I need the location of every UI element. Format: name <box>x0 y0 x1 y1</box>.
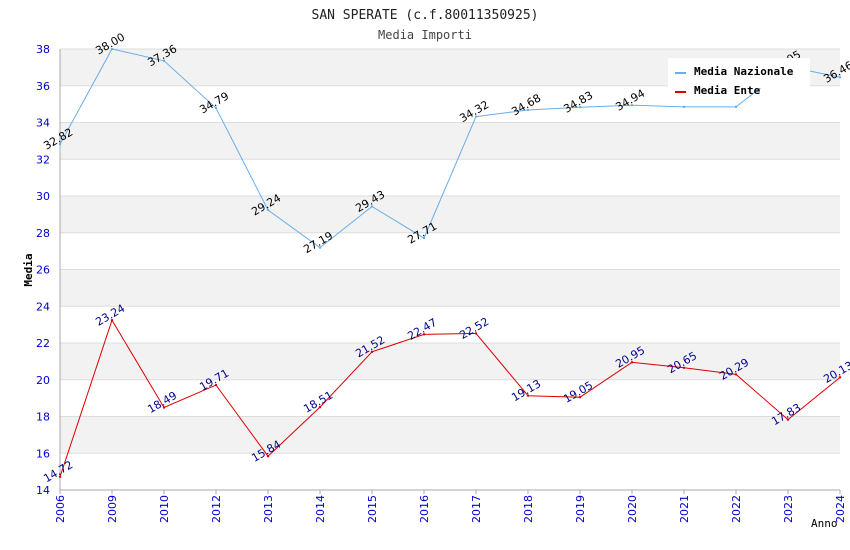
x-axis-label: Anno <box>811 517 838 530</box>
x-tick-label: 2017 <box>470 495 483 523</box>
data-point <box>630 104 634 107</box>
gridlines <box>60 48 840 491</box>
x-tick-labels: 2006 2009 2010 2012 2013 2014 2015 2016 2017 2018… <box>54 495 847 523</box>
data-point <box>422 236 426 240</box>
data-point <box>266 208 270 212</box>
series-line-media-ente <box>59 319 841 477</box>
y-tick-label: 34 <box>36 117 50 130</box>
y-tick-label: 16 <box>36 447 50 460</box>
data-point <box>266 454 270 458</box>
data-label: 34.83 <box>561 89 595 116</box>
legend-label-media-nazionale: Media Nazionale <box>694 65 794 78</box>
data-label: 22.47 <box>405 316 439 343</box>
data-label: 19.13 <box>509 377 543 404</box>
data-point <box>838 376 842 379</box>
x-tick-label: 2012 <box>210 495 223 523</box>
x-tick-label: 2006 <box>54 495 67 523</box>
data-point <box>370 350 374 354</box>
data-point <box>422 333 426 336</box>
x-tick-label: 2019 <box>574 495 587 523</box>
data-point <box>786 418 790 421</box>
x-tick-label: 2023 <box>782 495 795 523</box>
data-point <box>474 115 478 118</box>
band <box>60 122 840 160</box>
data-label: 14.72 <box>41 458 75 485</box>
x-tick-label: 2010 <box>158 495 171 523</box>
x-tick-label: 2024 <box>834 495 847 523</box>
data-point <box>318 405 322 409</box>
y-tick-label: 32 <box>36 153 50 166</box>
data-point <box>630 361 634 364</box>
data-point <box>318 246 322 249</box>
y-tick-label: 22 <box>36 337 50 350</box>
y-tick-label: 28 <box>36 227 50 240</box>
data-label: 18.49 <box>145 389 179 416</box>
y-axis-label: Media <box>22 253 35 286</box>
legend-label-media-ente: Media Ente <box>694 84 761 97</box>
x-tick-label: 2020 <box>626 495 639 523</box>
data-point <box>474 332 478 335</box>
x-tick-label: 2021 <box>678 495 691 523</box>
x-tick-label: 2016 <box>418 495 431 523</box>
data-point <box>110 47 114 51</box>
band <box>60 196 840 233</box>
series-group <box>58 47 842 478</box>
x-tick-label: 2015 <box>366 495 379 523</box>
chart-subtitle: Media Importi <box>378 28 472 42</box>
data-label: 22.52 <box>457 315 491 342</box>
y-tick-label: 26 <box>36 264 50 277</box>
data-point <box>526 394 530 397</box>
x-tick-label: 2014 <box>314 495 327 523</box>
data-point <box>682 366 686 370</box>
axes <box>59 49 841 494</box>
y-tick-label: 24 <box>36 300 50 313</box>
background-bands <box>60 49 840 454</box>
data-point <box>110 319 114 322</box>
data-point <box>578 106 582 109</box>
band <box>60 343 840 380</box>
x-tick-label: 2018 <box>522 495 535 523</box>
band <box>60 269 840 307</box>
data-label: 34.79 <box>197 89 231 116</box>
data-point <box>162 406 166 409</box>
data-point <box>734 105 738 109</box>
data-point <box>58 142 62 146</box>
y-tick-label: 30 <box>36 190 50 203</box>
data-point <box>838 76 842 79</box>
data-point <box>58 475 62 478</box>
y-tick-label: 20 <box>36 374 50 387</box>
data-point <box>734 373 738 376</box>
y-tick-labels: 14 16 18 20 22 24 26 28 30 32 34 36 38 <box>36 43 50 497</box>
data-point <box>682 105 686 109</box>
band <box>60 416 840 454</box>
data-label: 34.68 <box>509 91 543 118</box>
data-point <box>526 108 530 112</box>
y-tick-label: 14 <box>36 484 50 497</box>
x-tick-label: 2013 <box>262 495 275 523</box>
x-tick-label: 2022 <box>730 495 743 523</box>
data-label: 34.94 <box>613 87 647 114</box>
data-point <box>370 205 374 208</box>
series-line-media-nazionale <box>59 48 841 249</box>
data-point <box>214 106 218 110</box>
chart-title: SAN SPERATE (c.f.80011350925) <box>312 8 539 23</box>
data-label: 19.05 <box>561 379 595 406</box>
legend: Media Nazionale Media Ente <box>668 58 810 97</box>
data-label: 18.51 <box>301 389 335 416</box>
legend-box <box>668 58 810 88</box>
y-tick-label: 36 <box>36 80 50 93</box>
data-point <box>162 59 166 62</box>
data-point <box>214 383 218 387</box>
y-tick-label: 18 <box>36 411 50 424</box>
data-point <box>578 396 582 399</box>
x-tick-label: 2009 <box>106 495 119 523</box>
y-tick-label: 38 <box>36 43 50 56</box>
